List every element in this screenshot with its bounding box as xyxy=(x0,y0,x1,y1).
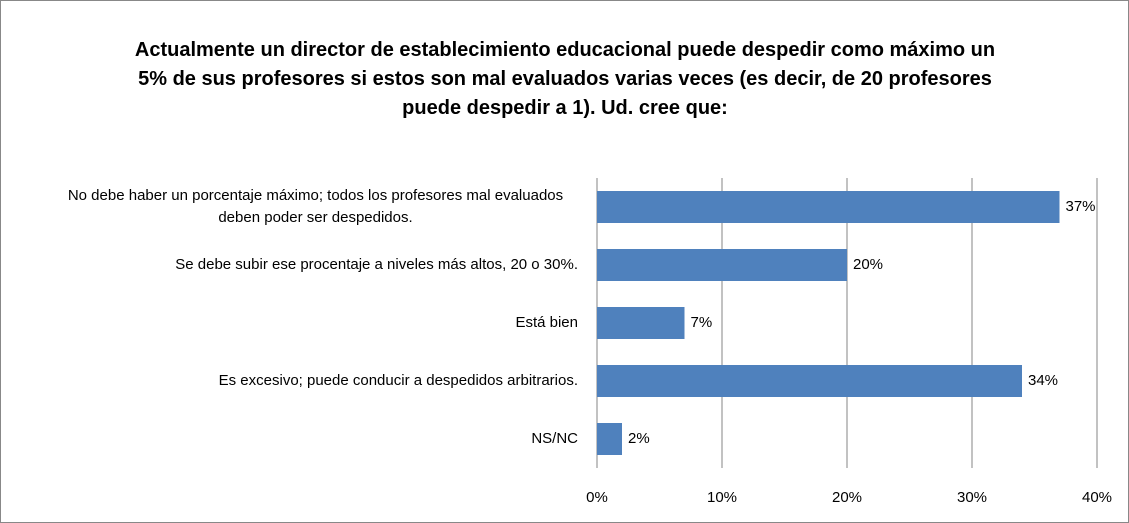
x-tick-label: 20% xyxy=(832,489,862,506)
y-tick-label: Es excesivo; puede conducir a despedidos… xyxy=(218,372,578,389)
bar xyxy=(597,307,685,339)
data-label: 34% xyxy=(1028,372,1058,389)
y-tick-label-box: No debe haber un porcentaje máximo; todo… xyxy=(18,185,578,229)
y-tick-label-box: Se debe subir ese procentaje a niveles m… xyxy=(18,254,578,276)
data-label: 7% xyxy=(691,314,713,331)
data-label: 37% xyxy=(1066,198,1096,215)
y-tick-label-box: NS/NC xyxy=(18,428,578,450)
x-tick-label: 10% xyxy=(707,489,737,506)
x-tick-label: 0% xyxy=(586,489,608,506)
data-label: 2% xyxy=(628,430,650,447)
bar xyxy=(597,423,622,455)
y-tick-label-box: Está bien xyxy=(18,312,578,334)
data-label: 20% xyxy=(853,256,883,273)
y-tick-label: Se debe subir ese procentaje a niveles m… xyxy=(175,256,578,273)
y-tick-label: Está bien xyxy=(515,314,578,331)
y-tick-label: No debe haber un porcentaje máximo; todo… xyxy=(67,187,564,226)
x-tick-label: 40% xyxy=(1082,489,1112,506)
bar xyxy=(597,249,847,281)
chart-title: Actualmente un director de establecimien… xyxy=(134,39,996,119)
bar xyxy=(597,191,1060,223)
bar xyxy=(597,365,1022,397)
x-tick-label: 30% xyxy=(957,489,987,506)
y-tick-label: NS/NC xyxy=(531,430,578,447)
y-tick-label-box: Es excesivo; puede conducir a despedidos… xyxy=(18,370,578,392)
